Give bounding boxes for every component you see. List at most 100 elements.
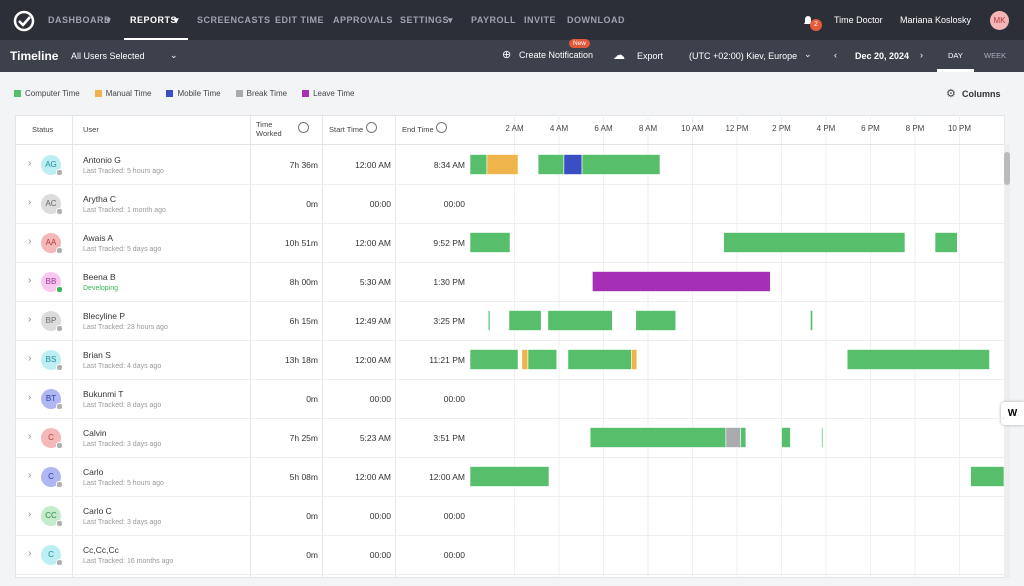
user-name[interactable]: Bukunmi T (83, 388, 124, 399)
expand[interactable]: › (28, 313, 32, 325)
expand[interactable]: › (28, 235, 32, 247)
time-segment (781, 427, 791, 448)
next-day[interactable]: › (920, 50, 923, 60)
nav-item[interactable]: INVITE (524, 15, 557, 25)
legend-label: Mobile Time (177, 89, 221, 98)
tick-label: 8 PM (906, 124, 925, 133)
end-time: 00:00 (443, 393, 465, 404)
columns-button[interactable]: Columns (962, 89, 1001, 99)
user-name[interactable]: Arytha C (83, 193, 117, 204)
legend-label: Computer Time (25, 89, 80, 98)
expand[interactable]: › (28, 430, 32, 442)
time-segment (740, 427, 747, 448)
time-segment (547, 310, 613, 331)
expand[interactable]: › (28, 157, 32, 169)
legend-label: Break Time (246, 89, 288, 98)
legend-swatch (302, 90, 310, 97)
user-name[interactable]: Calvin (83, 427, 107, 438)
nav-item[interactable]: SETTINGS (400, 15, 450, 25)
user-name[interactable]: Cc,Cc,Cc (83, 544, 119, 555)
header: End Time (402, 125, 434, 134)
nav-item[interactable]: PAYROLL (471, 15, 517, 25)
row-line (15, 418, 1005, 419)
company-name[interactable]: Time Doctor (834, 15, 883, 25)
user-avatar[interactable]: MK (990, 11, 1009, 30)
nav-item[interactable]: APPROVALS (333, 15, 393, 25)
start-time: 12:00 AM (355, 237, 391, 248)
time-segment (934, 232, 958, 253)
time-segment (592, 271, 771, 292)
row-line (15, 574, 1005, 575)
time-segment (846, 349, 990, 370)
end-time: 00:00 (443, 510, 465, 521)
start-time: 12:49 AM (355, 315, 391, 326)
col-line (322, 115, 323, 578)
toolbar: Timeline All Users Selected ⌄ ⊕ Create N… (0, 39, 1024, 72)
export-button[interactable]: Export (637, 51, 664, 61)
time-segment (567, 349, 632, 370)
start-time: 00:00 (369, 510, 391, 521)
expand[interactable]: › (28, 352, 32, 364)
user-name[interactable]: Awais A (83, 232, 114, 243)
user-name[interactable]: Carlo (83, 466, 104, 477)
timezone-select[interactable]: (UTC +02:00) Kiev, Europe (689, 51, 798, 61)
expand[interactable]: › (28, 391, 32, 403)
user-note: Last Tracked: 3 days ago (83, 518, 162, 526)
col-line (250, 115, 251, 578)
create-notification[interactable]: Create Notification (519, 50, 594, 60)
tick-label: 10 AM (681, 124, 704, 133)
time-worked: 8h 00m (289, 276, 318, 287)
time-segment (723, 232, 906, 253)
user-note: Last Tracked: 3 days ago (83, 440, 162, 448)
row-line (15, 535, 1005, 536)
time-segment (469, 154, 488, 175)
time-segment (563, 154, 583, 175)
time-segment (725, 427, 741, 448)
nav-item[interactable]: EDIT TIME (275, 15, 324, 25)
start-time: 5:23 AM (359, 432, 391, 443)
time-segment (469, 232, 511, 253)
legend-swatch (235, 90, 243, 97)
nav-item[interactable]: DASHBOARD (48, 15, 111, 25)
user-note: Last Tracked: 5 hours ago (83, 167, 164, 175)
user-name[interactable]: Brian S (83, 349, 111, 360)
tick-label: 2 PM (772, 124, 791, 133)
time-segment (589, 427, 727, 448)
user-select[interactable]: All Users Selected (71, 51, 145, 61)
start-time: 00:00 (369, 549, 391, 560)
status-dot (56, 324, 63, 332)
info-icon (436, 122, 447, 133)
expand[interactable]: › (28, 508, 32, 520)
active-indicator (124, 38, 188, 40)
col-line (72, 115, 73, 578)
page-title: Timeline (10, 49, 59, 63)
nav-item[interactable]: REPORTS (130, 15, 178, 25)
row-line (15, 496, 1005, 497)
widget[interactable]: W (1001, 402, 1024, 425)
user-name[interactable]: Carlo C (83, 505, 112, 516)
user-name[interactable]: Blecyline P (83, 310, 126, 321)
week-tab[interactable]: WEEK (984, 51, 1007, 60)
legend-swatch (94, 90, 102, 97)
user-name[interactable]: Antonio G (83, 154, 121, 165)
expand[interactable]: › (28, 547, 32, 559)
expand[interactable]: › (28, 469, 32, 481)
logo (13, 10, 35, 32)
user-note: Last Tracked: 5 days ago (83, 245, 162, 253)
row-line (15, 223, 1005, 224)
expand[interactable]: › (28, 196, 32, 208)
user-name[interactable]: Mariana Koslosky (900, 15, 972, 25)
nav-item[interactable]: SCREENCASTS (197, 15, 271, 25)
time-segment (581, 154, 661, 175)
scrollbar[interactable] (1004, 152, 1010, 185)
time-worked: 0m (306, 510, 318, 521)
nav-item[interactable]: DOWNLOAD (567, 15, 625, 25)
prev-day[interactable]: ‹ (834, 50, 837, 60)
time-segment (631, 349, 638, 370)
day-tab[interactable]: DAY (948, 51, 963, 60)
user-name[interactable]: Beena B (83, 271, 116, 282)
expand[interactable]: › (28, 274, 32, 286)
end-time: 9:52 PM (433, 237, 465, 248)
tick-label: 10 PM (948, 124, 971, 133)
